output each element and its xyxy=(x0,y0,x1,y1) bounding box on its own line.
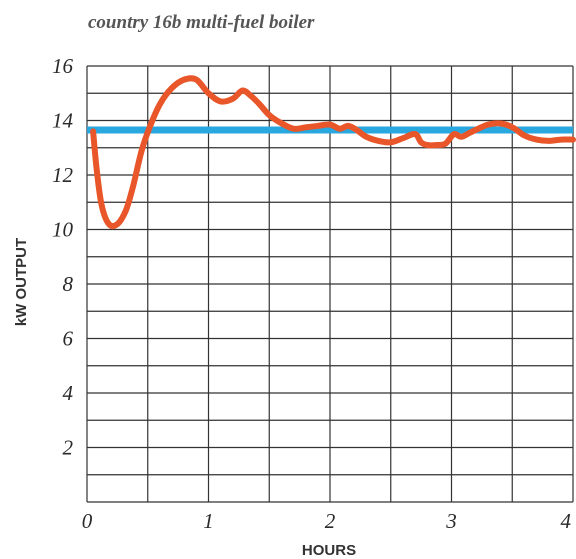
y-tick-label: 10 xyxy=(52,218,74,242)
x-axis-label: HOURS xyxy=(302,542,356,559)
x-tick-label: 0 xyxy=(82,509,93,533)
chart-title: country 16b multi-fuel boiler xyxy=(88,12,315,33)
x-tick-label: 2 xyxy=(325,509,336,533)
y-axis-label: kW OUTPUT xyxy=(13,238,30,326)
x-tick-label: 3 xyxy=(445,509,457,533)
y-tick-labels: 2 4 6 8 10 12 14 16 xyxy=(52,54,74,460)
y-tick-label: 4 xyxy=(63,381,74,405)
y-tick-label: 8 xyxy=(63,272,74,296)
y-tick-label: 6 xyxy=(63,327,74,351)
y-tick-label: 2 xyxy=(63,436,74,460)
series-group xyxy=(90,75,576,230)
x-tick-labels: 0 1 2 3 4 xyxy=(82,509,572,533)
y-tick-label: 14 xyxy=(52,109,74,133)
x-tick-label: 4 xyxy=(561,509,572,533)
series-line xyxy=(90,75,576,230)
y-tick-label: 12 xyxy=(52,163,74,187)
x-tick-label: 1 xyxy=(203,509,214,533)
chart-grid xyxy=(86,65,574,503)
y-tick-label: 16 xyxy=(52,54,74,78)
